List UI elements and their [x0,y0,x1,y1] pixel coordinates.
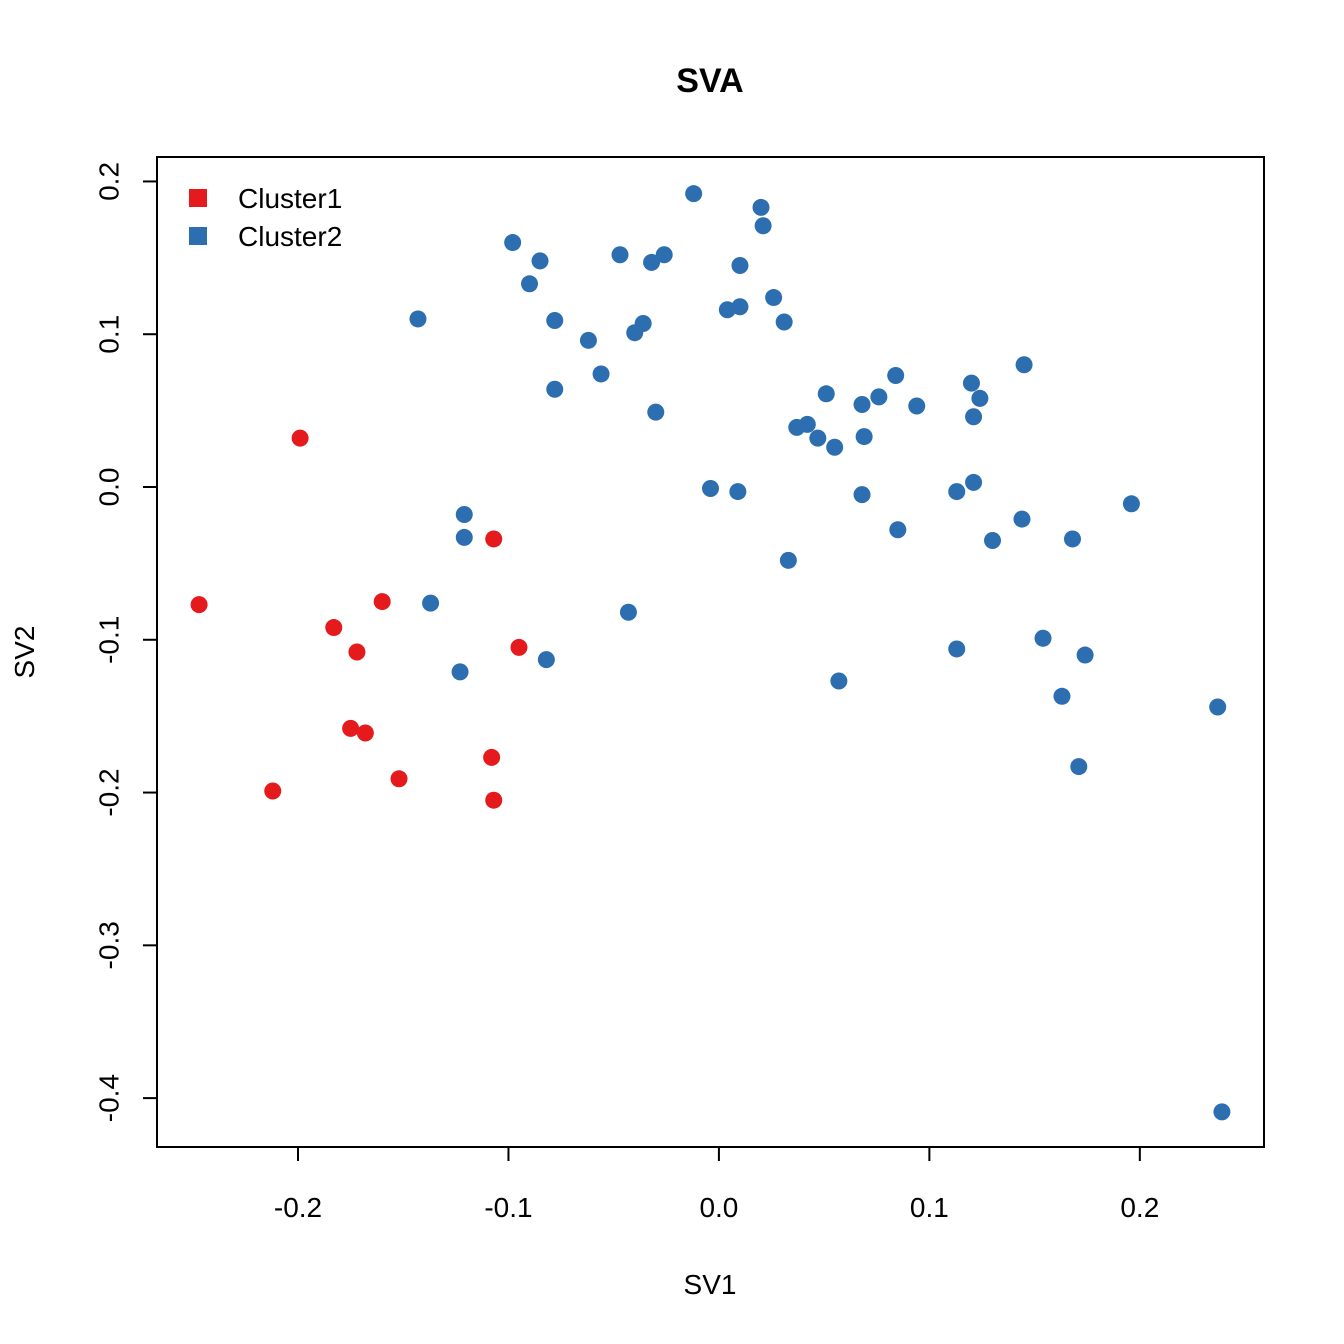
data-point-cluster2 [1063,530,1081,548]
data-point-cluster2 [504,234,522,252]
x-tick-label: 0.0 [699,1192,738,1223]
data-point-cluster2 [634,315,652,333]
chart-title: SVA [676,62,743,100]
data-point-cluster2 [855,428,873,446]
data-point-cluster2 [409,310,427,328]
x-tick-label: 0.1 [910,1192,949,1223]
data-point-cluster2 [830,672,848,690]
y-tick-label: -0.1 [93,616,124,664]
data-point-cluster1 [390,770,408,788]
data-point-cluster2 [752,198,770,216]
x-axis-label: SV1 [684,1269,737,1300]
data-point-cluster2 [1015,356,1033,374]
legend-swatch-cluster2 [189,227,207,245]
data-point-cluster2 [826,438,844,456]
data-point-cluster2 [579,331,597,349]
legend-label-cluster2: Cluster2 [238,221,342,252]
data-point-cluster1 [264,782,282,800]
data-point-cluster1 [485,791,503,809]
data-point-cluster2 [546,380,564,398]
data-point-cluster2 [948,640,966,658]
data-point-cluster2 [984,531,1002,549]
data-point-cluster2 [546,311,564,329]
data-point-cluster2 [685,185,703,203]
legend: Cluster1 Cluster2 [189,183,342,252]
data-point-cluster2 [702,480,719,498]
data-point-cluster2 [948,483,966,501]
data-point-cluster2 [731,256,749,274]
data-point-cluster2 [451,663,469,681]
y-tick-label: -0.3 [93,921,124,969]
data-point-cluster2 [655,246,673,264]
legend-label-cluster1: Cluster1 [238,183,342,214]
data-point-cluster2 [1209,698,1227,716]
y-tick-label: -0.2 [93,768,124,816]
data-point-cluster2 [965,408,983,426]
data-point-cluster1 [356,724,374,742]
data-point-cluster2 [1122,495,1140,513]
data-point-cluster2 [647,403,665,421]
data-point-cluster2 [754,217,772,235]
data-point-cluster2 [889,521,907,539]
data-point-cluster2 [537,651,555,669]
data-points [190,185,1231,1121]
data-point-cluster2 [1070,758,1088,776]
data-point-cluster2 [422,594,440,612]
data-point-cluster2 [870,388,888,406]
data-point-cluster2 [729,483,747,501]
data-point-cluster1 [483,748,501,766]
data-point-cluster2 [817,385,835,403]
data-point-cluster2 [853,486,871,504]
data-point-cluster2 [1213,1103,1231,1121]
data-point-cluster1 [342,719,360,737]
data-point-cluster2 [1034,629,1052,647]
data-point-cluster2 [455,528,473,546]
x-axis: -0.2 -0.1 0.0 0.1 0.2 [274,1146,1159,1223]
data-point-cluster2 [853,396,871,413]
data-point-cluster1 [348,643,366,661]
legend-swatch-cluster1 [189,189,207,207]
data-point-cluster1 [485,530,503,548]
y-tick-label: 0.0 [93,468,124,507]
data-point-cluster2 [887,366,905,384]
x-tick-label: 0.2 [1120,1192,1159,1223]
data-point-cluster1 [373,593,391,611]
data-point-cluster2 [731,298,749,316]
data-point-cluster2 [611,246,629,264]
data-point-cluster2 [455,506,473,523]
x-tick-label: -0.2 [274,1192,322,1223]
data-point-cluster2 [521,275,539,293]
data-point-cluster2 [1076,646,1094,664]
data-point-cluster1 [325,619,343,637]
y-tick-label: 0.2 [93,162,124,201]
y-tick-label: -0.4 [93,1074,124,1122]
data-point-cluster2 [809,429,827,447]
y-tick-label: 0.1 [93,315,124,354]
data-point-cluster2 [643,253,661,271]
data-point-cluster2 [779,551,797,569]
data-point-cluster2 [971,389,989,407]
data-point-cluster2 [1053,687,1071,705]
data-point-cluster2 [619,603,637,621]
data-point-cluster1 [510,638,528,656]
data-point-cluster2 [775,313,793,331]
data-point-cluster2 [531,252,549,270]
data-point-cluster2 [765,289,783,307]
data-point-cluster1 [291,429,309,447]
y-axis: -0.4 -0.3 -0.2 -0.1 0.0 0.1 0.2 [93,162,158,1122]
data-point-cluster2 [798,415,816,433]
data-point-cluster2 [1013,510,1031,528]
data-point-cluster2 [965,473,983,491]
y-axis-label: SV2 [9,626,40,679]
data-point-cluster1 [190,596,208,614]
data-point-cluster2 [592,365,610,383]
data-point-cluster2 [962,374,980,392]
x-tick-label: -0.1 [484,1192,532,1223]
data-point-cluster2 [908,397,926,415]
